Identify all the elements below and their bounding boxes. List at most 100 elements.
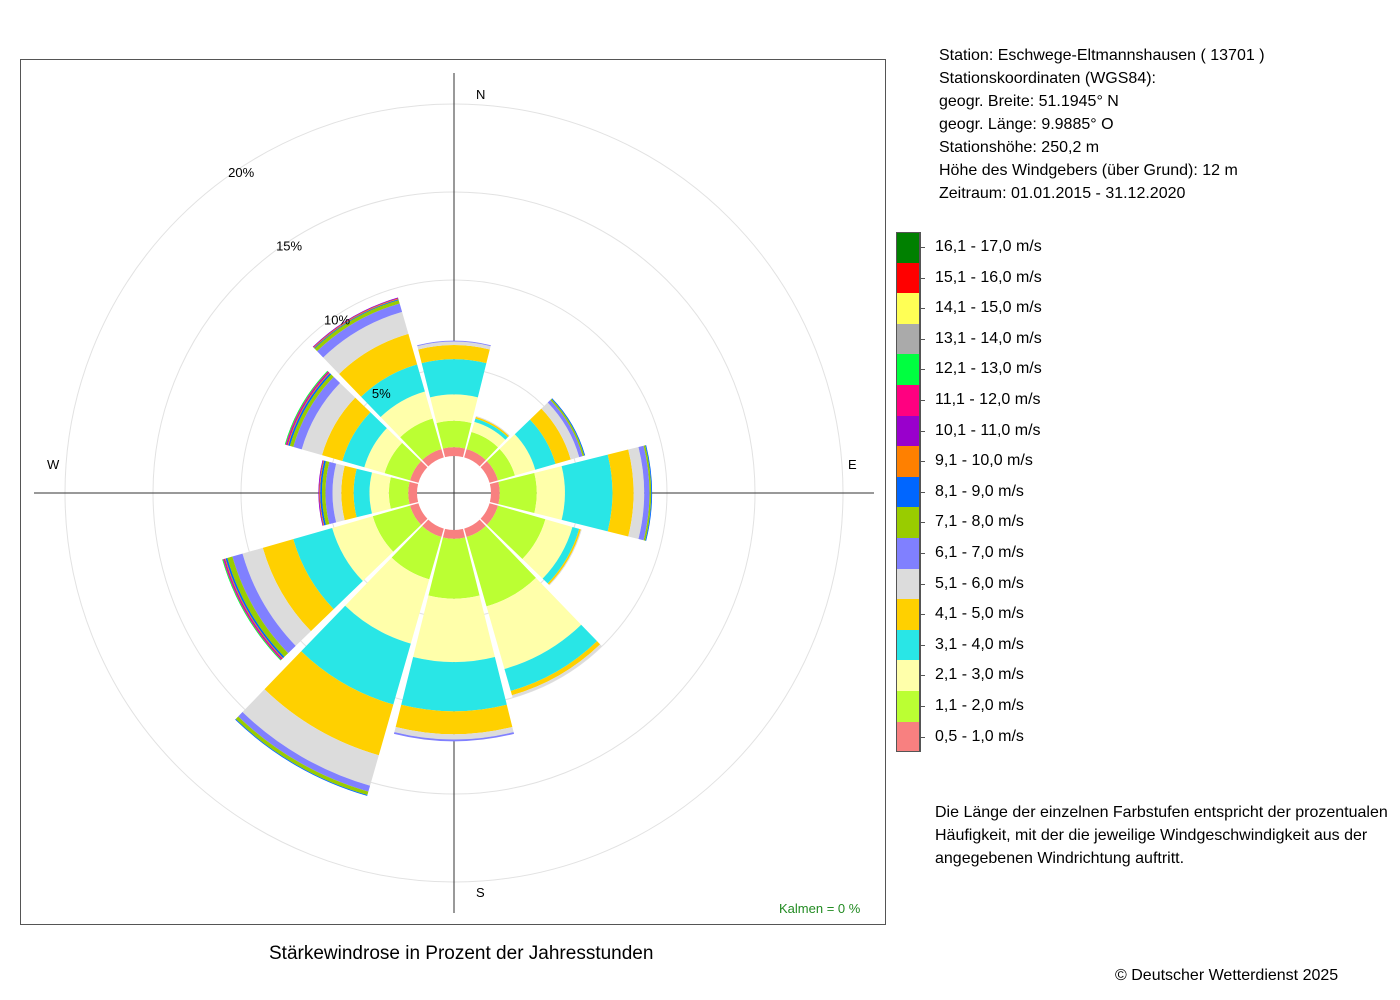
legend-label: 9,1 - 10,0 m/s	[935, 452, 1033, 470]
sector-180-class-4	[395, 704, 513, 735]
sector-0-class-5	[417, 341, 491, 350]
sector-300-class-2	[364, 428, 403, 474]
sector-300-class-7	[289, 374, 334, 447]
sector-90-class-6	[638, 445, 650, 541]
sector-330-class-0	[422, 448, 444, 467]
legend-tick	[920, 430, 925, 432]
coordinates-heading: Stationskoordinaten (WGS84):	[939, 70, 1156, 87]
legend-item: 9,1 - 10,0 m/s	[896, 446, 1096, 477]
legend-tick	[920, 491, 925, 493]
legend-item: 7,1 - 8,0 m/s	[896, 507, 1096, 538]
legend-label: 15,1 - 16,0 m/s	[935, 268, 1042, 286]
sector-150-class-1	[466, 525, 536, 607]
sector-330-class-3	[361, 364, 425, 418]
sector-300-class-4	[321, 397, 371, 461]
sector-0-class-0	[442, 447, 466, 458]
sector-150-class-3	[504, 624, 598, 691]
sector-60-class-2	[499, 434, 536, 476]
legend-swatch	[896, 568, 920, 600]
legend-swatch	[896, 232, 920, 263]
compass-south-label: S	[476, 885, 485, 900]
sector-90-class-0	[489, 481, 500, 505]
sector-300-class-5	[301, 382, 356, 456]
sector-330-class-7	[314, 300, 400, 352]
legend-label: 5,1 - 6,0 m/s	[935, 574, 1024, 592]
legend-label: 10,1 - 11,0 m/s	[935, 421, 1041, 439]
legend-tick	[920, 400, 925, 401]
sector-240-class-4	[262, 539, 334, 632]
sector-60-class-7	[550, 398, 585, 457]
legend-item: 5,1 - 6,0 m/s	[896, 568, 1096, 600]
legend-tick	[920, 369, 925, 371]
sector-120-class-0	[480, 503, 499, 525]
legend-label: 6,1 - 7,0 m/s	[935, 544, 1024, 561]
legend-item: 1,1 - 2,0 m/s	[896, 691, 1096, 722]
sector-30-class-0	[464, 448, 486, 467]
sector-270-class-5	[332, 463, 345, 523]
sector-30-class-2	[471, 421, 506, 448]
legend-tick	[920, 553, 925, 554]
sector-60-class-4	[529, 408, 571, 464]
legend-tick	[920, 583, 925, 585]
legend-item: 3,1 - 4,0 m/s	[896, 629, 1096, 661]
sector-270-class-1	[388, 477, 410, 509]
legend-label: 3,1 - 4,0 m/s	[935, 635, 1024, 653]
radial-label-20: 20%	[228, 165, 254, 180]
legend-tick	[920, 247, 925, 248]
legend-swatch	[896, 415, 920, 447]
copyright: © Deutscher Wetterdienst 2025	[1115, 967, 1339, 984]
sector-240-class-6	[232, 553, 296, 654]
sector-330-class-4	[339, 333, 418, 397]
sector-90-class-2	[534, 466, 565, 520]
sector-180-class-1	[428, 537, 480, 599]
explanation-line-1: Die Länge der einzelnen Farbstufen entsp…	[935, 804, 1388, 821]
chart-title: Stärkewindrose in Prozent der Jahresstun…	[269, 943, 654, 964]
sector-0-class-2	[430, 394, 478, 423]
explanation-line-2: Häufigkeit, mit der die jeweilige Windge…	[935, 827, 1368, 844]
sector-180-class-2	[413, 595, 495, 662]
legend-item: 0,5 - 1,0 m/s	[896, 721, 1096, 753]
legend-swatch	[896, 629, 920, 661]
sector-60-class-1	[486, 448, 515, 481]
wind-rose-chart: 5% 10% 15% 20% N S W E Kalmen = 0 %	[34, 73, 874, 916]
sector-270-class-3	[353, 468, 372, 518]
sensor-height: Höhe des Windgebers (über Grund): 12 m	[939, 162, 1238, 179]
sector-210-class-0	[422, 519, 444, 538]
sector-0-class-3	[421, 359, 487, 398]
legend-swatch	[896, 599, 920, 630]
sector-90-class-4	[607, 449, 634, 537]
legend-item: 10,1 - 11,0 m/s	[896, 415, 1096, 447]
sector-270-class-4	[341, 465, 357, 521]
sector-270-class-0	[408, 481, 419, 505]
sector-330-class-6	[317, 303, 403, 358]
legend-label: 16,1 - 17,0 m/s	[935, 238, 1042, 255]
sector-60-class-0	[480, 461, 499, 483]
sector-240-class-0	[409, 503, 428, 525]
legend-tick	[920, 736, 925, 738]
sector-120-class-4	[547, 528, 581, 585]
legend-tick	[920, 461, 925, 463]
radial-label-10: 10%	[324, 312, 350, 327]
legend-swatch	[896, 262, 920, 294]
sector-0-class-4	[418, 345, 490, 364]
legend-swatch	[896, 538, 920, 569]
sector-210-class-3	[301, 605, 411, 705]
sector-0-class-1	[436, 420, 472, 449]
sector-60-class-3	[514, 419, 556, 470]
legend-item: 2,1 - 3,0 m/s	[896, 660, 1096, 691]
sector-210-class-2	[345, 557, 430, 644]
sector-180-class-6	[393, 732, 515, 742]
sector-300-class-1	[384, 442, 422, 481]
sector-300-class-3	[342, 412, 387, 468]
station-elevation: Stationshöhe: 250,2 m	[939, 139, 1100, 156]
legend-tick	[920, 277, 925, 279]
sector-270-class-9	[319, 460, 325, 526]
sector-210-class-1	[391, 525, 442, 580]
legend-label: 13,1 - 14,0 m/s	[935, 329, 1042, 347]
sector-120-class-1	[486, 505, 546, 560]
legend-item: 11,1 - 12,0 m/s	[896, 385, 1096, 416]
legend-swatch	[896, 323, 920, 355]
legend-swatch	[896, 446, 920, 477]
legend-tick	[920, 338, 925, 340]
sector-90-class-8	[645, 445, 653, 541]
